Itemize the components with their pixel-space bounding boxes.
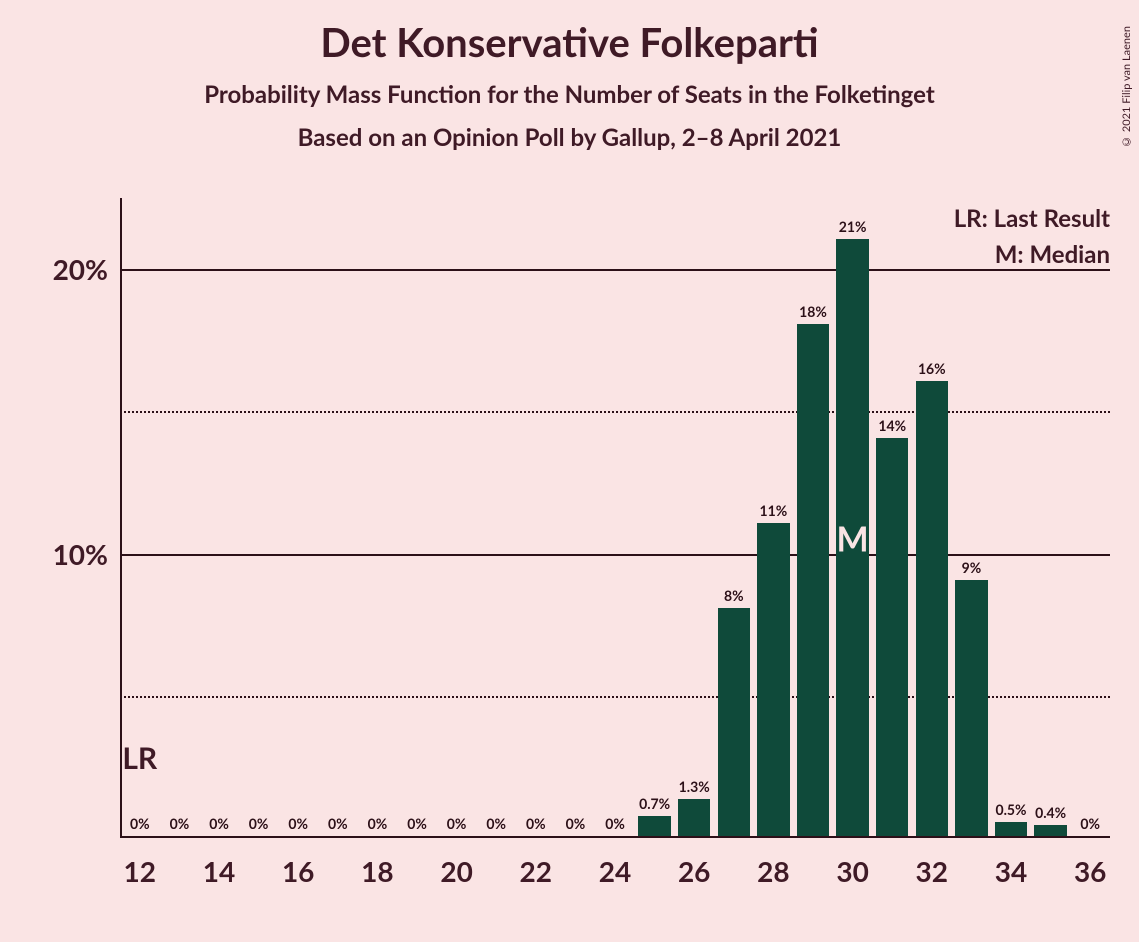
x-tick-label: 12 [124, 854, 156, 888]
bar [718, 608, 750, 836]
chart-subtitle-2: Based on an Opinion Poll by Gallup, 2–8 … [0, 123, 1139, 152]
x-tick-label: 36 [1074, 854, 1106, 888]
x-tick-label: 32 [916, 854, 948, 888]
bar-value-label: 0% [209, 815, 229, 832]
chart-container: LR: Last Result M: Median 10%20%12141618… [100, 198, 1110, 878]
bar-value-label: 0% [566, 815, 586, 832]
bar [876, 438, 908, 836]
bar-value-label: 0.5% [995, 801, 1026, 818]
bar [797, 324, 829, 836]
bar [1034, 825, 1066, 836]
bar-value-label: 0% [407, 815, 427, 832]
bar-value-label: 0.7% [639, 795, 670, 812]
gridline [120, 269, 1110, 271]
bar-value-label: 9% [962, 559, 982, 576]
bar [678, 799, 710, 836]
legend-lr: LR: Last Result [954, 204, 1110, 233]
bar [638, 816, 670, 836]
x-tick-label: 28 [757, 854, 789, 888]
x-tick-label: 22 [520, 854, 552, 888]
x-tick-label: 30 [836, 854, 868, 888]
plot-area: LR: Last Result M: Median 10%20%12141618… [120, 198, 1110, 838]
bar-value-label: 0% [1080, 815, 1100, 832]
bar-value-label: 11% [760, 502, 788, 519]
lr-marker: LR [122, 740, 157, 776]
bar-value-label: 16% [918, 360, 946, 377]
median-marker: M [837, 519, 869, 560]
legend-m: M: Median [995, 240, 1110, 269]
x-tick-label: 20 [440, 854, 472, 888]
bar-value-label: 0% [130, 815, 150, 832]
bar [995, 822, 1027, 836]
bar-value-label: 1.3% [679, 778, 710, 795]
bar [757, 523, 789, 836]
bar-value-label: 0% [288, 815, 308, 832]
gridline [120, 554, 1110, 556]
chart-title: Det Konservative Folkeparti [0, 18, 1139, 66]
bar-value-label: 0% [486, 815, 506, 832]
bar-value-label: 0% [249, 815, 269, 832]
bar-value-label: 14% [878, 417, 906, 434]
x-tick-label: 34 [995, 854, 1027, 888]
x-tick-label: 24 [599, 854, 631, 888]
bar [916, 381, 948, 836]
bar-value-label: 0.4% [1035, 804, 1066, 821]
bar-value-label: 8% [724, 587, 744, 604]
bar-value-label: 0% [447, 815, 467, 832]
bar-value-label: 0% [605, 815, 625, 832]
bar-value-label: 0% [328, 815, 348, 832]
chart-subtitle-1: Probability Mass Function for the Number… [0, 80, 1139, 109]
x-axis [120, 836, 1110, 838]
bar [955, 580, 987, 836]
x-tick-label: 26 [678, 854, 710, 888]
copyright-text: © 2021 Filip van Laenen [1120, 26, 1133, 148]
bar-value-label: 21% [839, 218, 867, 235]
x-tick-label: 18 [361, 854, 393, 888]
bar-value-label: 0% [368, 815, 388, 832]
x-tick-label: 14 [203, 854, 235, 888]
x-tick-label: 16 [282, 854, 314, 888]
bar-value-label: 18% [799, 303, 827, 320]
bar-value-label: 0% [526, 815, 546, 832]
bar-value-label: 0% [170, 815, 190, 832]
y-tick-label: 10% [28, 537, 108, 571]
y-tick-label: 20% [28, 252, 108, 286]
gridline [120, 411, 1110, 413]
